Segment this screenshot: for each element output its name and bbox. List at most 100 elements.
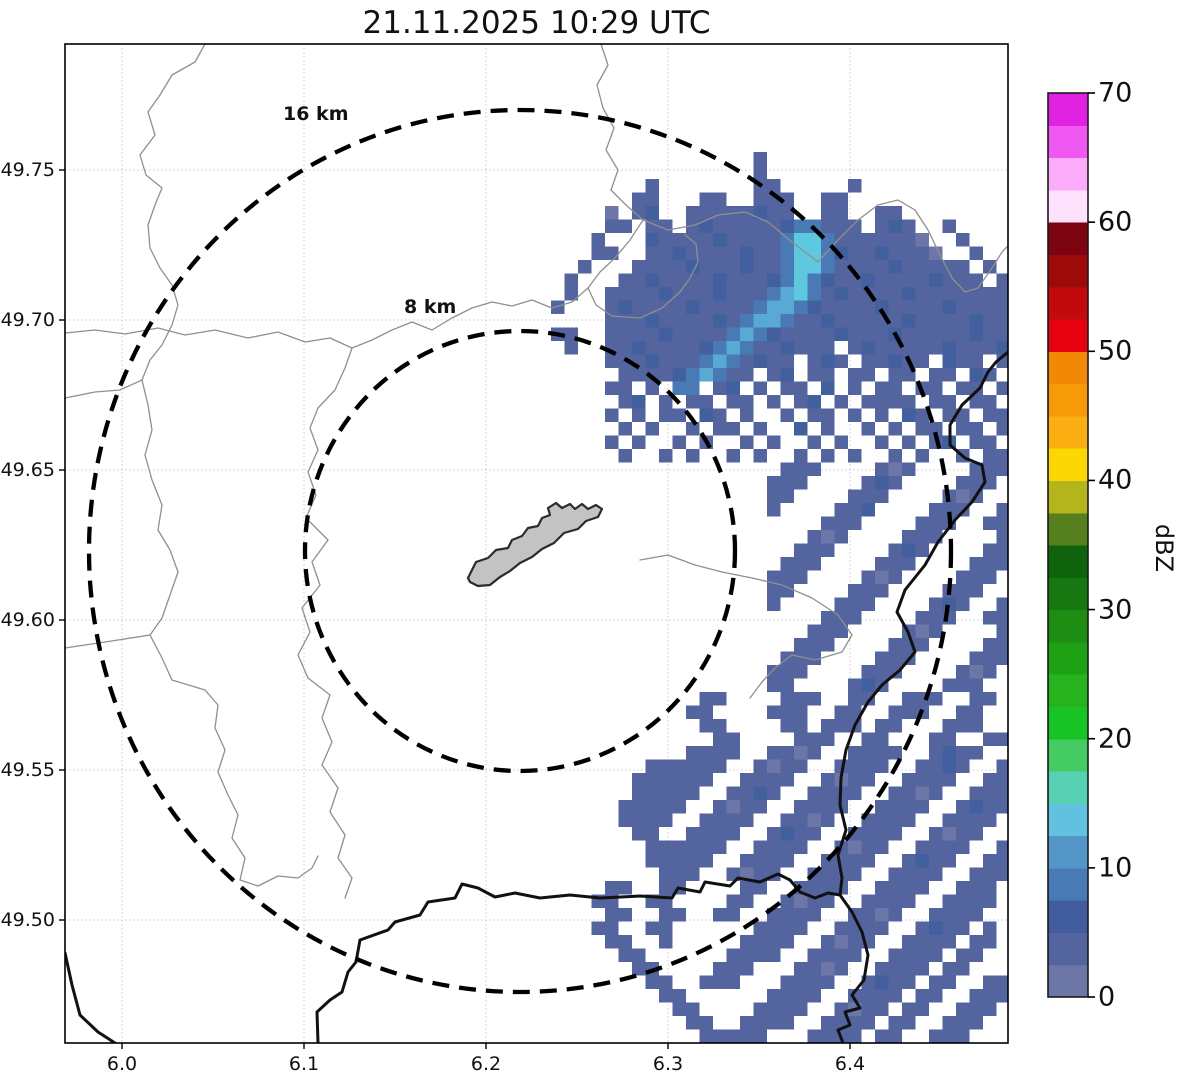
radar-cell	[915, 759, 929, 773]
radar-cell	[848, 611, 862, 625]
radar-cell	[821, 219, 835, 233]
radar-cell	[996, 840, 1008, 854]
colorbar-segment	[1048, 189, 1088, 223]
radar-cell	[807, 314, 821, 328]
radar-cell	[996, 651, 1008, 665]
radar-cell	[821, 1016, 835, 1030]
radar-cell	[794, 314, 808, 328]
radar-cell	[902, 314, 916, 328]
radar-cell	[821, 881, 835, 895]
radar-cell	[902, 962, 916, 976]
radar-cell	[888, 422, 902, 436]
radar-cell	[794, 962, 808, 976]
country-border-line	[836, 350, 1008, 897]
radar-cell	[902, 854, 916, 868]
radar-cell	[726, 354, 740, 368]
radar-cell	[888, 719, 902, 733]
radar-cell	[699, 341, 713, 355]
radar-cell	[780, 489, 794, 503]
radar-cell	[699, 273, 713, 287]
radar-cell	[780, 381, 794, 395]
radar-cell	[780, 314, 794, 328]
radar-cell	[942, 962, 956, 976]
radar-cell	[659, 260, 673, 274]
radar-cell	[659, 854, 673, 868]
radar-cell	[713, 813, 727, 827]
radar-cell	[915, 948, 929, 962]
radar-cell	[726, 287, 740, 301]
radar-cell	[753, 948, 767, 962]
radar-cell	[875, 665, 889, 679]
radar-cell	[794, 246, 808, 260]
radar-cell	[915, 516, 929, 530]
radar-cell	[902, 287, 916, 301]
radar-cell	[915, 354, 929, 368]
radar-cell	[983, 462, 997, 476]
radar-cell	[956, 894, 970, 908]
radar-cell	[956, 719, 970, 733]
radar-cell	[983, 327, 997, 341]
radar-cell	[861, 476, 875, 490]
radar-cell	[875, 719, 889, 733]
radar-cell	[996, 543, 1008, 557]
radar-cell	[915, 233, 929, 247]
radar-cell	[969, 341, 983, 355]
radar-cell	[956, 921, 970, 935]
radar-cell	[929, 773, 943, 787]
radar-cell	[780, 219, 794, 233]
radar-cell	[821, 341, 835, 355]
radar-cell	[821, 381, 835, 395]
radar-cell	[861, 327, 875, 341]
radar-cell	[915, 530, 929, 544]
radar-cell	[848, 1016, 862, 1030]
radar-cell	[915, 881, 929, 895]
radar-cell	[875, 827, 889, 841]
radar-cell	[969, 246, 983, 260]
radar-cell	[861, 503, 875, 517]
radar-cell	[807, 948, 821, 962]
radar-cell	[672, 327, 686, 341]
radar-cell	[578, 260, 592, 274]
radar-cell	[861, 233, 875, 247]
radar-cell	[645, 786, 659, 800]
radar-cell	[632, 408, 646, 422]
radar-cell	[780, 462, 794, 476]
radar-cell	[996, 638, 1008, 652]
radar-cell	[861, 908, 875, 922]
radar-cell	[740, 246, 754, 260]
radar-cell	[942, 935, 956, 949]
radar-cell	[726, 260, 740, 274]
radar-cell	[848, 300, 862, 314]
radar-cell	[659, 354, 673, 368]
radar-cell	[983, 408, 997, 422]
radar-cell	[861, 759, 875, 773]
radar-cell	[686, 840, 700, 854]
radar-cell	[794, 827, 808, 841]
radar-cell	[996, 786, 1008, 800]
radar-cell	[888, 881, 902, 895]
radar-cell	[632, 813, 646, 827]
radar-cell	[686, 206, 700, 220]
radar-cell	[902, 530, 916, 544]
radar-cell	[996, 462, 1008, 476]
radar-cell	[929, 260, 943, 274]
radar-cell	[753, 192, 767, 206]
radar-cell	[726, 746, 740, 760]
radar-cell	[672, 759, 686, 773]
radar-cell	[942, 921, 956, 935]
radar-cell	[659, 800, 673, 814]
radar-cell	[848, 516, 862, 530]
radar-cell	[834, 935, 848, 949]
colorbar-segment	[1048, 254, 1088, 288]
radar-cell	[902, 800, 916, 814]
radar-cell	[767, 935, 781, 949]
radar-cell	[888, 206, 902, 220]
radar-cell	[780, 368, 794, 382]
radar-cell	[969, 368, 983, 382]
radar-cell	[915, 422, 929, 436]
radar-cell	[632, 260, 646, 274]
radar-cell	[834, 260, 848, 274]
radar-cell	[983, 570, 997, 584]
radar-cell	[983, 449, 997, 463]
radar-cell	[848, 692, 862, 706]
